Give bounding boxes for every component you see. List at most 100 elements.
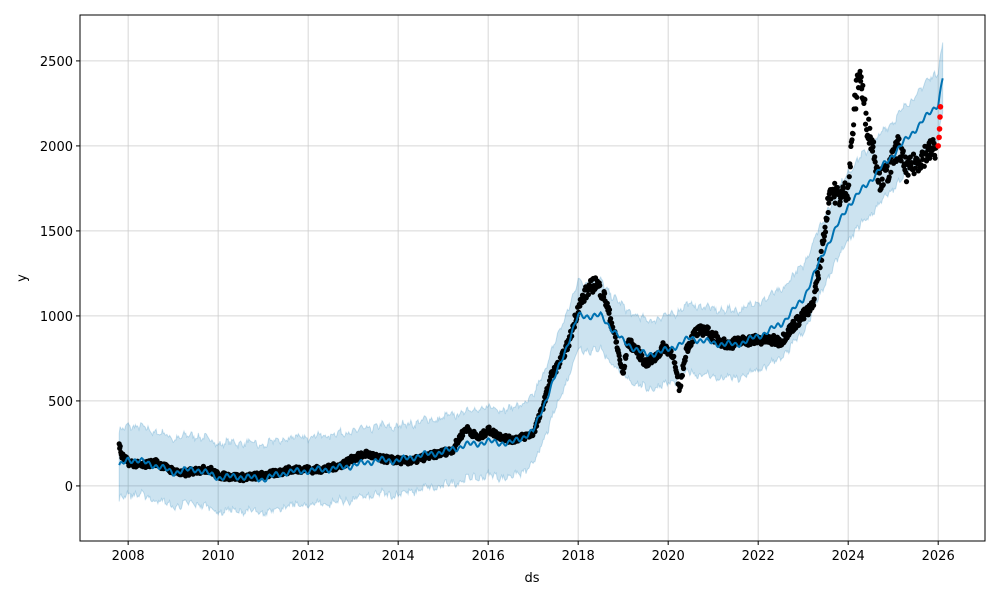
observed-point (486, 424, 492, 430)
observed-point (886, 174, 892, 180)
observed-point (620, 370, 627, 376)
observed-point (721, 336, 727, 342)
observed-point (854, 94, 860, 100)
observed-point (672, 360, 678, 366)
observed-point (845, 196, 851, 202)
observed-point (932, 155, 938, 161)
forecast-point (936, 134, 942, 141)
observed-point (863, 110, 869, 116)
observed-point (610, 324, 616, 330)
observed-point (862, 121, 869, 127)
observed-point (931, 140, 937, 146)
x-axis-label: ds (524, 571, 539, 586)
observed-point (832, 200, 838, 206)
observed-point (867, 125, 873, 131)
x-tick-label: 2018 (562, 549, 595, 564)
forecast-points (935, 104, 944, 149)
observed-point (674, 374, 681, 380)
observed-point (921, 163, 927, 169)
y-ticks: 0 500 1000 1500 2000 2500 (40, 55, 80, 495)
x-tick-label: 2024 (832, 549, 865, 564)
observed-point (905, 172, 911, 178)
observed-point (872, 154, 878, 160)
x-tick-label: 2012 (292, 549, 325, 564)
observed-point (678, 383, 684, 389)
observed-point (861, 100, 867, 106)
observed-point (639, 352, 645, 358)
observed-point (869, 148, 876, 154)
observed-point (801, 316, 807, 322)
observed-point (910, 151, 917, 157)
observed-point (880, 182, 886, 188)
observed-point (604, 300, 610, 306)
y-tick-label: 1500 (40, 225, 73, 240)
y-tick-label: 1000 (40, 310, 73, 325)
observed-point (866, 116, 872, 122)
observed-point (811, 302, 817, 308)
observed-point (613, 339, 620, 345)
observed-point (616, 353, 622, 359)
observed-point (597, 282, 603, 289)
x-tick-label: 2020 (652, 549, 685, 564)
observed-point (860, 82, 866, 89)
observed-point (850, 131, 856, 137)
observed-point (821, 238, 827, 244)
observed-point (606, 307, 613, 313)
observed-point (679, 373, 686, 379)
observed-point (876, 170, 883, 176)
observed-point (840, 185, 846, 191)
observed-point (832, 180, 838, 186)
x-tick-label: 2026 (922, 549, 955, 564)
forecast-point (937, 104, 944, 110)
observed-point (870, 144, 876, 150)
observed-point (911, 171, 917, 177)
observed-point (822, 224, 828, 230)
observed-point (871, 139, 877, 145)
observed-point (612, 334, 619, 340)
observed-point (818, 248, 824, 254)
observed-point (608, 316, 614, 322)
observed-point (825, 209, 831, 216)
observed-point (862, 96, 868, 103)
observed-point (853, 106, 859, 112)
observed-point (683, 354, 689, 360)
observed-point (813, 287, 819, 293)
x-tick-label: 2014 (382, 549, 415, 564)
observed-point (858, 74, 864, 80)
observed-point (847, 164, 854, 170)
observed-point (602, 290, 608, 296)
observed-point (617, 357, 623, 363)
observed-point (623, 352, 629, 359)
observed-point (872, 159, 878, 165)
observed-point (622, 363, 628, 369)
x-tick-label: 2022 (742, 549, 775, 564)
plot-frame (79, 14, 986, 542)
y-tick-label: 2500 (40, 55, 73, 70)
forecast-point (935, 143, 941, 149)
observed-point (851, 122, 857, 128)
x-tick-label: 2010 (202, 549, 235, 564)
x-tick-label: 2008 (112, 549, 145, 564)
observed-point (705, 325, 711, 331)
observed-point (822, 229, 829, 235)
observed-point (821, 233, 828, 239)
observed-point (609, 320, 615, 326)
observed-point (896, 136, 902, 142)
observed-point (585, 292, 592, 298)
observed-point (900, 148, 906, 154)
forecast-point (937, 114, 943, 120)
observed-point (888, 169, 894, 175)
x-tick-label: 2016 (472, 549, 505, 564)
observed-point (848, 143, 854, 149)
observed-point (811, 296, 817, 302)
observed-point (898, 158, 904, 164)
observed-point (815, 275, 822, 282)
observed-point (398, 461, 404, 467)
observed-point (858, 78, 864, 84)
y-axis-label: y (15, 274, 30, 282)
forecast-point (936, 126, 943, 132)
observed-point (846, 182, 852, 188)
observed-point (824, 216, 830, 222)
observed-point (903, 179, 910, 185)
